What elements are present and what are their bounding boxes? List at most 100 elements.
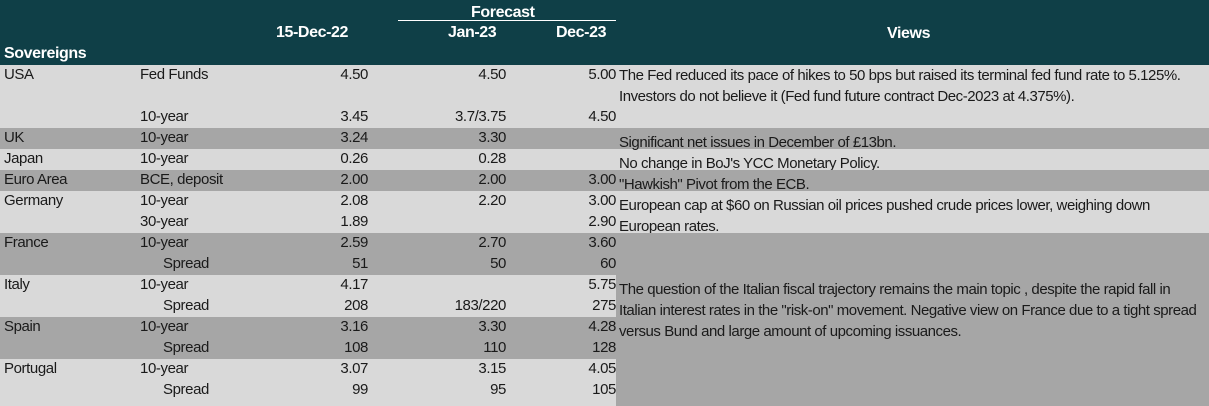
jan-forecast-cell: 3.7/3.75 — [454, 108, 506, 125]
current-value-cell: 208 — [344, 297, 368, 314]
current-value-cell: 3.07 — [340, 360, 368, 377]
country-cell: Portugal — [4, 360, 57, 377]
table-row: Spain 10-year 3.16 3.30 4.28 — [0, 317, 616, 338]
instrument-cell: 10-year — [140, 108, 189, 125]
instrument-cell: Spread — [163, 339, 209, 356]
table-row: Spread 51 50 60 — [0, 254, 616, 275]
jan-forecast-cell: 50 — [490, 255, 506, 272]
views-band-germany — [616, 191, 1209, 233]
country-cell: Spain — [4, 318, 41, 335]
current-value-cell: 4.17 — [340, 276, 368, 293]
current-value-cell: 51 — [352, 255, 368, 272]
instrument-cell: Fed Funds — [140, 66, 209, 83]
table-row: Euro Area BCE, deposit 2.00 2.00 3.00 — [0, 170, 616, 191]
table-row: Spread 99 95 105 — [0, 380, 616, 406]
country-cell: Germany — [4, 192, 63, 209]
instrument-cell: 10-year — [140, 150, 189, 167]
header-forecast: Forecast — [471, 4, 535, 21]
table-row: UK 10-year 3.24 3.30 — [0, 128, 616, 149]
dec-forecast-cell: 105 — [592, 381, 616, 398]
dec-forecast-cell: 128 — [592, 339, 616, 356]
table-row: USA Fed Funds 4.50 4.50 5.00 — [0, 65, 616, 107]
instrument-cell: 10-year — [140, 129, 189, 146]
current-value-cell: 0.26 — [340, 150, 368, 167]
table-row: Japan 10-year 0.26 0.28 — [0, 149, 616, 170]
instrument-cell: 10-year — [140, 192, 189, 209]
view-germany: European cap at $60 on Russian oil price… — [619, 197, 1150, 233]
current-value-cell: 2.59 — [340, 234, 368, 251]
dec-forecast-cell: 2.90 — [588, 213, 616, 230]
country-cell: France — [4, 234, 49, 251]
views-band-periphery — [616, 233, 1209, 406]
country-cell: Italy — [4, 276, 30, 293]
instrument-cell: Spread — [163, 255, 209, 272]
header-jan-column: Jan-23 — [448, 24, 497, 41]
jan-forecast-cell: 3.30 — [478, 318, 506, 335]
header-dec-column: Dec-23 — [556, 24, 607, 41]
table-row: Germany 10-year 2.08 2.20 3.00 — [0, 191, 616, 212]
view-uk: Significant net issues in December of £1… — [619, 134, 897, 151]
table-row: Spread 108 110 128 — [0, 338, 616, 359]
table-row: 30-year 1.89 2.90 — [0, 212, 616, 233]
jan-forecast-cell: 3.30 — [478, 129, 506, 146]
view-euro: "Hawkish" Pivot from the ECB. — [619, 176, 810, 193]
instrument-cell: 10-year — [140, 234, 189, 251]
jan-forecast-cell: 2.70 — [478, 234, 506, 251]
forecast-underline — [398, 20, 616, 21]
jan-forecast-cell: 4.50 — [478, 66, 506, 83]
dec-forecast-cell: 5.00 — [588, 66, 616, 83]
instrument-cell: 10-year — [140, 318, 189, 335]
view-japan: No change in BoJ's YCC Monetary Policy. — [619, 155, 880, 170]
dec-forecast-cell: 3.00 — [588, 171, 616, 188]
jan-forecast-cell: 110 — [483, 339, 506, 356]
header-views: Views — [887, 25, 931, 42]
current-value-cell: 108 — [344, 339, 368, 356]
instrument-cell: Spread — [163, 381, 209, 398]
table-row: Portugal 10-year 3.07 3.15 4.05 — [0, 359, 616, 380]
dec-forecast-cell: 275 — [592, 297, 616, 314]
views-band-japan — [616, 149, 1209, 170]
current-value-cell: 4.50 — [340, 66, 368, 83]
current-value-cell: 3.45 — [340, 108, 368, 125]
header-sovereigns: Sovereigns — [4, 45, 87, 62]
country-cell: USA — [4, 66, 34, 83]
instrument-cell: BCE, deposit — [140, 171, 223, 188]
dec-forecast-cell: 60 — [600, 255, 616, 272]
country-cell: UK — [4, 129, 25, 146]
instrument-cell: Spread — [163, 297, 209, 314]
instrument-cell: 10-year — [140, 360, 189, 377]
table-header: Sovereigns 15-Dec-22 Forecast Jan-23 Dec… — [0, 0, 1209, 65]
jan-forecast-cell: 183/220 — [454, 297, 507, 314]
country-cell: Japan — [4, 150, 43, 167]
current-value-cell: 2.00 — [340, 171, 368, 188]
dec-forecast-cell: 3.60 — [588, 234, 616, 251]
dec-forecast-cell: 3.00 — [588, 192, 616, 209]
views-band-usa — [616, 65, 1209, 128]
header-date-column: 15-Dec-22 — [276, 24, 349, 41]
table-row: Italy 10-year 4.17 5.75 — [0, 275, 616, 296]
jan-forecast-cell: 3.15 — [478, 360, 506, 377]
jan-forecast-cell: 2.20 — [478, 192, 506, 209]
jan-forecast-cell: 95 — [490, 381, 506, 398]
views-band-euro — [616, 170, 1209, 191]
jan-forecast-cell: 0.28 — [478, 150, 506, 167]
view-periphery: The question of the Italian fiscal traje… — [619, 281, 1197, 340]
dec-forecast-cell: 4.50 — [588, 108, 616, 125]
current-value-cell: 2.08 — [340, 192, 368, 209]
instrument-cell: 10-year — [140, 276, 189, 293]
current-value-cell: 3.24 — [340, 129, 368, 146]
jan-forecast-cell: 2.00 — [478, 171, 506, 188]
table-row: Spread 208 183/220 275 — [0, 296, 616, 317]
instrument-cell: 30-year — [140, 213, 189, 230]
dec-forecast-cell: 5.75 — [588, 276, 616, 293]
current-value-cell: 99 — [352, 381, 368, 398]
country-cell: Euro Area — [4, 171, 68, 188]
table-row: France 10-year 2.59 2.70 3.60 — [0, 233, 616, 254]
view-usa: The Fed reduced its pace of hikes to 50 … — [619, 67, 1181, 105]
table-row: 10-year 3.45 3.7/3.75 4.50 — [0, 107, 616, 128]
current-value-cell: 3.16 — [340, 318, 368, 335]
current-value-cell: 1.89 — [340, 213, 368, 230]
dec-forecast-cell: 4.28 — [588, 318, 616, 335]
views-band-uk — [616, 128, 1209, 149]
